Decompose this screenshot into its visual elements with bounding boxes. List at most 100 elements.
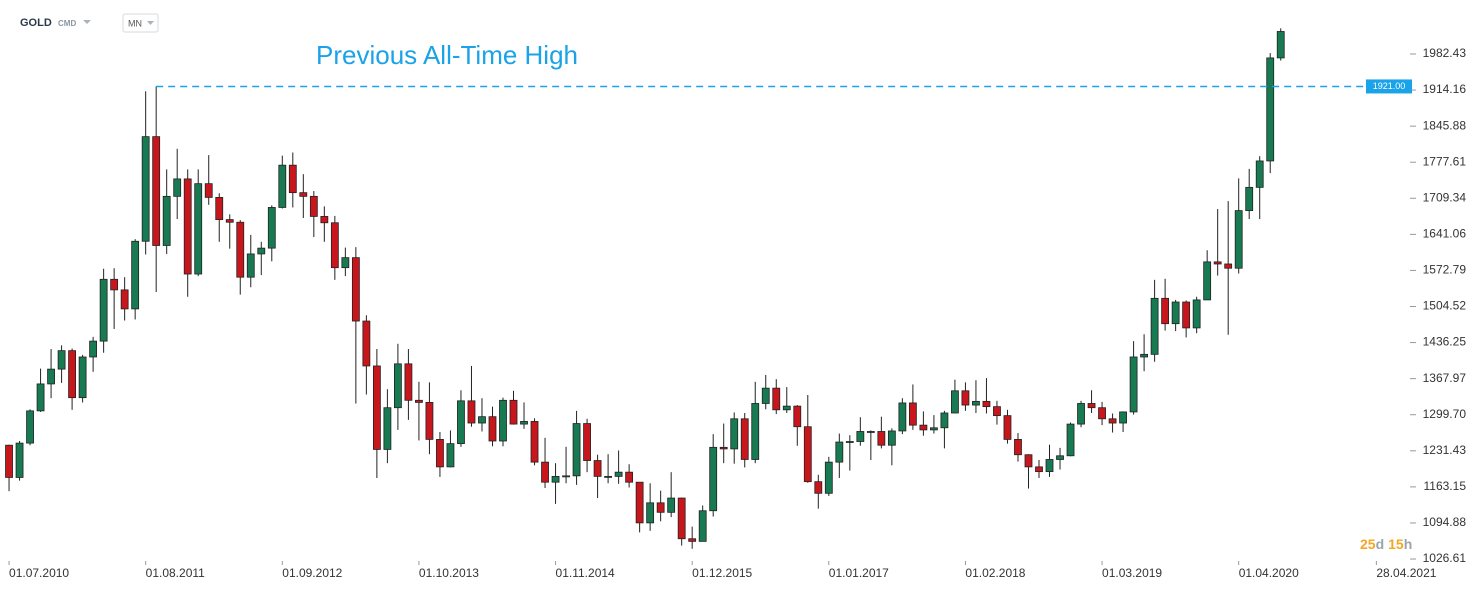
x-tick-label: 01.11.2014	[556, 566, 615, 580]
candle-body	[467, 400, 476, 424]
candle-body	[604, 475, 612, 478]
candle-body	[1035, 466, 1043, 473]
candle-body	[204, 183, 213, 198]
candle-body	[267, 207, 276, 249]
candle-body	[288, 164, 297, 194]
candle-body	[908, 402, 917, 426]
x-tick-label: 01.03.2019	[1102, 566, 1162, 580]
dropdown-arrow	[147, 21, 154, 25]
candle-body	[1245, 186, 1254, 212]
candle-body	[1087, 403, 1096, 409]
candle-body	[436, 439, 444, 468]
candle-body	[152, 136, 161, 246]
candle-body	[194, 183, 203, 275]
candle-body	[667, 497, 676, 513]
candle-body	[772, 387, 781, 411]
candle-body	[1224, 263, 1233, 269]
candle-body	[120, 289, 129, 310]
y-tick-label: 1299.70	[1423, 407, 1467, 421]
candle-body	[887, 430, 896, 446]
candle-body	[425, 402, 434, 440]
candle-body	[930, 427, 938, 431]
candle-body	[1213, 261, 1222, 265]
candle-body	[99, 278, 108, 342]
candle-body	[961, 390, 970, 406]
y-tick-label: 1367.97	[1423, 371, 1467, 385]
candle-body	[15, 442, 24, 478]
candle-body	[362, 320, 371, 367]
y-tick-label: 1982.43	[1423, 46, 1467, 60]
x-tick-label: 01.01.2017	[829, 566, 889, 580]
candle-body	[856, 431, 865, 442]
x-tick-label: 01.02.2018	[965, 566, 1025, 580]
candle-body	[814, 481, 823, 494]
annotation: Previous All-Time High	[316, 40, 578, 70]
candle-body	[141, 136, 150, 242]
candle-body	[919, 424, 928, 431]
candle-body	[330, 222, 339, 269]
candle-body	[719, 446, 728, 450]
candle-body	[246, 253, 255, 278]
y-tick-label: 1845.88	[1423, 118, 1467, 132]
candle-body	[394, 363, 402, 409]
candle-body	[698, 510, 707, 542]
x-tick-label: 01.12.2015	[692, 566, 752, 580]
candle-body	[320, 216, 329, 224]
y-tick-label: 1436.25	[1423, 335, 1467, 349]
candle-body	[709, 446, 718, 512]
candle-body	[793, 405, 802, 428]
candle-body	[1203, 261, 1212, 301]
countdown: 25d 15h	[1360, 536, 1412, 552]
candle-body	[341, 257, 350, 269]
timeframe-box[interactable]	[122, 13, 159, 33]
y-tick-label: 1914.16	[1423, 82, 1467, 96]
candle-body	[951, 390, 959, 414]
y-tick-label: 1641.06	[1423, 227, 1467, 241]
dropdown-arrow[interactable]	[83, 20, 91, 24]
candle-body	[940, 412, 949, 429]
symbol[interactable]: GOLD	[20, 17, 52, 29]
candle-body	[1276, 31, 1285, 59]
candle-body	[278, 164, 287, 208]
x-tick-label: 28.04.2021	[1376, 566, 1436, 580]
candle-body	[520, 421, 528, 425]
candle-body	[257, 247, 266, 255]
candle-body	[299, 192, 308, 197]
plot-area: 1026.61 1094.88 1163.15 1231.43 1299.70 1367.…	[5, 28, 1467, 580]
y-tick-label: 1504.52	[1423, 299, 1467, 313]
candle-body	[898, 402, 907, 432]
price-label-box	[1366, 79, 1412, 94]
x-tick-label: 01.04.2020	[1239, 566, 1299, 580]
candle-body	[415, 399, 423, 403]
candle-body	[1119, 411, 1127, 424]
candle-body	[866, 431, 875, 433]
candle-body	[845, 441, 854, 443]
candle-body	[530, 421, 539, 463]
candle-body	[993, 406, 1001, 417]
candle-body	[730, 418, 739, 450]
countdown-days: 25	[1360, 536, 1376, 552]
candle-body	[1066, 423, 1075, 457]
candle-body	[1266, 57, 1275, 162]
candle-body	[131, 240, 140, 310]
candle-body	[1098, 407, 1106, 420]
countdown-unit: h	[1404, 536, 1413, 552]
candle-body	[478, 416, 486, 424]
timeframe: MN	[128, 18, 142, 28]
candle-body	[173, 178, 182, 197]
y-tick-label: 1163.15	[1424, 479, 1467, 493]
candle-body	[751, 403, 760, 460]
x-tick-label: 01.10.2013	[419, 566, 479, 580]
candle-body	[824, 461, 833, 494]
candle-body	[1129, 356, 1138, 413]
candle-body	[89, 340, 98, 358]
candle-body	[215, 197, 224, 220]
candle-body	[688, 538, 697, 542]
candle-body	[26, 410, 34, 444]
candle-body	[1171, 301, 1180, 325]
candle-body	[351, 257, 360, 322]
countdown-hours: 15	[1388, 536, 1404, 552]
candle-body	[656, 502, 665, 513]
